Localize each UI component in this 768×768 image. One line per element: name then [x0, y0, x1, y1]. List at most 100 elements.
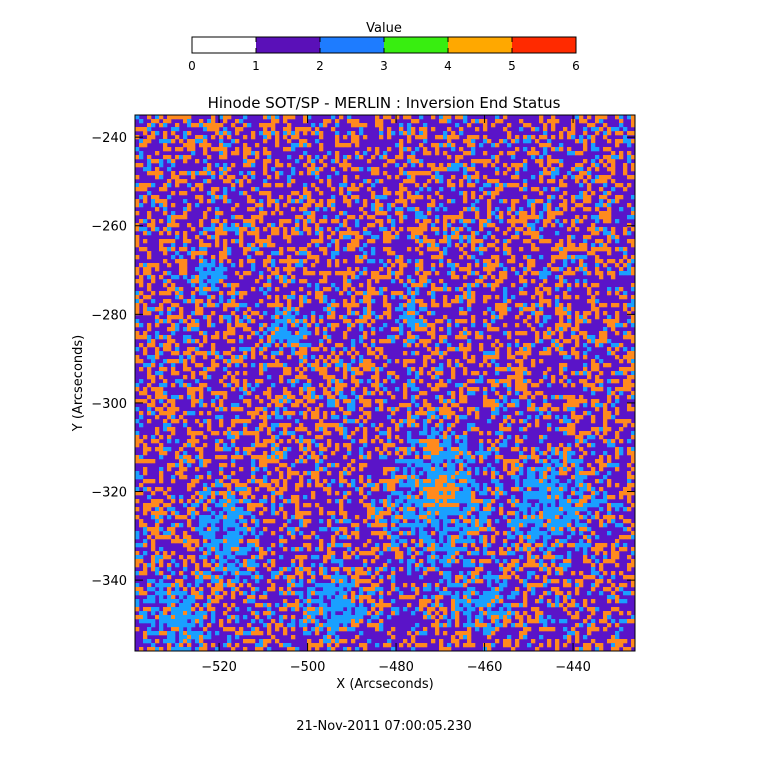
heatmap-cell [471, 151, 476, 156]
heatmap-cell [555, 267, 560, 272]
heatmap-cell [587, 299, 592, 304]
heatmap-cell [167, 247, 172, 252]
heatmap-cell [563, 175, 568, 180]
heatmap-cell [503, 127, 508, 132]
heatmap-cell [259, 455, 264, 460]
heatmap-cell [259, 211, 264, 216]
heatmap-cell [235, 215, 240, 220]
heatmap-cell [391, 295, 396, 300]
heatmap-cell [347, 267, 352, 272]
heatmap-cell [267, 343, 272, 348]
heatmap-cell [563, 355, 568, 360]
heatmap-cell [631, 347, 636, 352]
heatmap-cell [487, 179, 492, 184]
heatmap-cell [475, 279, 480, 284]
heatmap-cell [347, 279, 352, 284]
heatmap-cell [279, 379, 284, 384]
heatmap-cell [387, 303, 392, 308]
heatmap-cell [275, 267, 280, 272]
heatmap-cell [595, 283, 600, 288]
heatmap-cell [155, 115, 160, 120]
heatmap-cell [583, 475, 588, 480]
heatmap-cell [483, 451, 488, 456]
heatmap-cell [183, 263, 188, 268]
heatmap-cell [203, 283, 208, 288]
heatmap-cell [515, 315, 520, 320]
heatmap-cell [563, 199, 568, 204]
heatmap-cell [207, 163, 212, 168]
heatmap-cell [423, 127, 428, 132]
heatmap-cell [283, 423, 288, 428]
heatmap-cell [511, 467, 516, 472]
heatmap-cell [531, 215, 536, 220]
heatmap-cell [615, 291, 620, 296]
heatmap-cell [331, 251, 336, 256]
heatmap-cell [207, 375, 212, 380]
heatmap-cell [195, 275, 200, 280]
heatmap-cell [139, 411, 144, 416]
heatmap-cell [203, 147, 208, 152]
heatmap-cell [359, 127, 364, 132]
heatmap-cell [291, 383, 296, 388]
heatmap-cell [271, 167, 276, 172]
heatmap-cell [399, 455, 404, 460]
heatmap-cell [187, 395, 192, 400]
heatmap-cell [627, 471, 632, 476]
heatmap-cell [327, 375, 332, 380]
heatmap-cell [163, 279, 168, 284]
heatmap-cell [215, 211, 220, 216]
heatmap-cell [439, 203, 444, 208]
heatmap-cell [491, 243, 496, 248]
heatmap-cell [199, 447, 204, 452]
heatmap-cell [387, 443, 392, 448]
heatmap-cell [207, 419, 212, 424]
heatmap-cell [427, 403, 432, 408]
heatmap-cell [575, 139, 580, 144]
heatmap-cell [211, 123, 216, 128]
heatmap-cell [543, 275, 548, 280]
heatmap-cell [511, 151, 516, 156]
heatmap-cell [227, 291, 232, 296]
heatmap-cell [523, 455, 528, 460]
heatmap-cell [251, 131, 256, 136]
heatmap-cell [587, 251, 592, 256]
heatmap-cell [195, 439, 200, 444]
heatmap-cell [323, 123, 328, 128]
heatmap-cell [375, 123, 380, 128]
heatmap-cell [323, 327, 328, 332]
heatmap-cell [343, 219, 348, 224]
heatmap-cell [211, 275, 216, 280]
heatmap-cell [319, 167, 324, 172]
heatmap-cell [483, 119, 488, 124]
heatmap-cell [223, 331, 228, 336]
heatmap-cell [307, 331, 312, 336]
heatmap-cell [263, 475, 268, 480]
heatmap-cell [435, 415, 440, 420]
heatmap-cell [563, 191, 568, 196]
heatmap-cell [159, 399, 164, 404]
heatmap-cell [255, 343, 260, 348]
heatmap-cell [327, 315, 332, 320]
heatmap-cell [343, 235, 348, 240]
heatmap-cell [275, 115, 280, 120]
heatmap-cell [443, 115, 448, 120]
heatmap-cell [531, 467, 536, 472]
heatmap-cell [319, 219, 324, 224]
heatmap-cell [523, 395, 528, 400]
heatmap-cell [155, 407, 160, 412]
heatmap-cell [251, 267, 256, 272]
heatmap-cell [463, 319, 468, 324]
heatmap-cell [399, 327, 404, 332]
heatmap-cell [195, 479, 200, 484]
heatmap-cell [487, 283, 492, 288]
heatmap-cell [495, 367, 500, 372]
heatmap-cell [171, 383, 176, 388]
heatmap-cell [515, 387, 520, 392]
heatmap-cell [347, 447, 352, 452]
heatmap-cell [631, 207, 636, 212]
heatmap-cell [439, 379, 444, 384]
heatmap-cell [319, 295, 324, 300]
heatmap-cell [171, 463, 176, 468]
heatmap-cell [547, 143, 552, 148]
heatmap-cell [175, 291, 180, 296]
